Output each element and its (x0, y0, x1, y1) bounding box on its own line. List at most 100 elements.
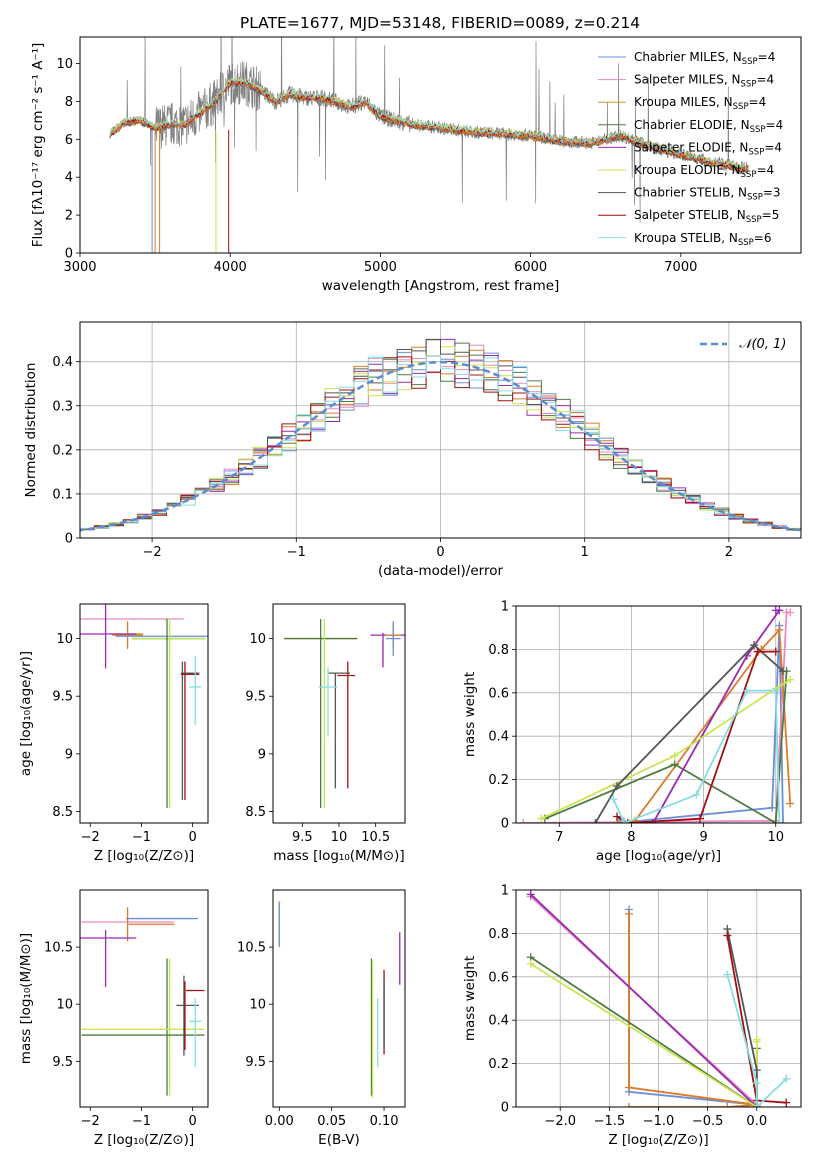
x-tick-label: 0 (188, 830, 196, 845)
series-marker (670, 751, 679, 760)
y-tick-label: 9 (258, 747, 266, 762)
series-line-kr_stelib (612, 689, 781, 823)
x-tick-label: 0 (436, 545, 444, 560)
x-axis-label: Z [log₁₀(Z/Z⊙)] (94, 848, 194, 864)
series-marker (649, 819, 658, 823)
y-tick-label: 0 (65, 532, 73, 547)
legend-tail: =6 (754, 231, 772, 245)
residuals-plot (80, 338, 801, 533)
x-tick-label: 10 (331, 830, 348, 845)
series-line-kr_stelib (726, 974, 787, 1107)
series-marker (750, 641, 759, 650)
legend-tail: =5 (762, 208, 780, 222)
y-tick-label: 0.8 (488, 927, 509, 942)
series-marker (778, 819, 787, 823)
legend-tail: =4 (756, 163, 774, 177)
series-marker (723, 970, 732, 979)
y-tick-label: 8 (65, 95, 73, 110)
series-marker (786, 608, 795, 617)
series-marker (623, 819, 632, 823)
x-tick-label: 0.10 (370, 1114, 399, 1129)
series-marker (771, 606, 780, 615)
series-marker (742, 686, 751, 695)
legend-tail: =4 (749, 95, 767, 109)
y-tick-label: 10 (56, 632, 73, 647)
x-tick-label: −1 (132, 830, 151, 845)
x-tick-label: 2 (725, 545, 733, 560)
y-tick-label: 0.2 (488, 773, 509, 788)
spectrum-plot (109, 37, 749, 253)
x-axis-label: wavelength [Angstrom, rest frame] (322, 278, 560, 294)
y-tick-label: 0.4 (488, 1014, 509, 1029)
x-tick-label: −2 (143, 545, 162, 560)
series-marker (753, 647, 762, 656)
y-tick-label: 1 (501, 884, 509, 899)
y-tick-label: 1 (501, 600, 509, 615)
x-axis-label: (data-model)/error (378, 563, 504, 579)
x-axis-label: Z [log₁₀(Z/Z⊙)] (608, 1132, 708, 1148)
legend-tail: =3 (763, 186, 781, 200)
series-marker (771, 647, 780, 656)
y-tick-label: 10 (249, 632, 266, 647)
y-axis-label: mass weight (462, 672, 478, 757)
legend-label: Salpeter ELODIE, NSSP=4 (634, 140, 782, 157)
massweight_vs_age-axes: 7 8 9 10 0 0.2 0.4 0.6 0.8 1 age [log₁₀(age/yr)] ma… (462, 600, 801, 864)
massweight_vs_Z-lines (526, 890, 791, 1107)
legend-label: Salpeter MILES, NSSP=4 (634, 73, 774, 90)
gaussian-legend-label: 𝒩(0, 1) (739, 337, 786, 352)
series-marker (775, 819, 784, 823)
spectrum-title: PLATE=1677, MJD=53148, FIBERID=0089, z=0… (240, 14, 640, 32)
y-tick-label: 9 (65, 747, 73, 762)
mass_vs_Z-points (80, 907, 205, 1096)
legend-label: Kroupa ELODIE, NSSP=4 (634, 163, 774, 180)
y-tick-label: 4 (65, 171, 73, 186)
axes-frame (79, 603, 209, 824)
x-axis-label: age [log₁₀(age/yr)] (596, 848, 721, 864)
x-tick-label: −2 (81, 830, 100, 845)
y-tick-label: 9.5 (245, 690, 266, 705)
legend-sub: SSP (748, 147, 764, 157)
series-marker (771, 686, 780, 695)
x-tick-label: 3000 (63, 260, 96, 275)
y-tick-label: 10.5 (44, 941, 73, 956)
x-tick-label: 7 (555, 830, 563, 845)
y-tick-label: 0.1 (52, 487, 73, 502)
legend-sub: SSP (742, 57, 758, 67)
x-tick-label: 10 (767, 830, 784, 845)
axes-frame (79, 321, 802, 539)
x-tick-label: 0 (188, 1114, 196, 1129)
legend-tail: =4 (756, 73, 774, 87)
series-marker (695, 814, 704, 823)
y-tick-label: 0 (501, 817, 509, 832)
y-tick-label: 9.5 (52, 1055, 73, 1070)
legend-sub: SSP (738, 238, 754, 248)
mass_vs_EBV-points (278, 901, 401, 1098)
axes-frame (515, 889, 802, 1108)
x-tick-label: 6000 (514, 260, 547, 275)
axes-frame (79, 36, 802, 254)
series-marker (752, 1103, 761, 1107)
x-tick-label: −1 (132, 1114, 151, 1129)
legend-sub: SSP (741, 170, 757, 180)
legend-sub: SSP (747, 193, 763, 203)
x-tick-label: −2 (81, 1114, 100, 1129)
x-tick-label: 7000 (664, 260, 697, 275)
legend-sub: SSP (733, 102, 749, 112)
x-tick-label: −1 (287, 545, 306, 560)
series-marker (526, 890, 535, 899)
y-tick-label: 0 (501, 1101, 509, 1116)
series-marker (771, 819, 780, 823)
y-tick-label: 8.5 (245, 805, 266, 820)
series-marker (778, 667, 787, 676)
legend-tail: =4 (766, 118, 784, 132)
age_vs_Z-axes: −2 −1 0 8.5 9 9.5 10 Z [log₁₀(Z/Z⊙)] age [log₁₀(… (18, 632, 197, 864)
x-tick-label: 1 (581, 545, 589, 560)
axes-frame (272, 889, 406, 1108)
series-marker (670, 760, 679, 769)
series-marker (625, 909, 634, 918)
series-marker (752, 1079, 761, 1088)
legend-sub: SSP (741, 80, 757, 90)
series-line-ch_elodie (544, 671, 788, 823)
y-tick-label: 10.5 (237, 941, 266, 956)
